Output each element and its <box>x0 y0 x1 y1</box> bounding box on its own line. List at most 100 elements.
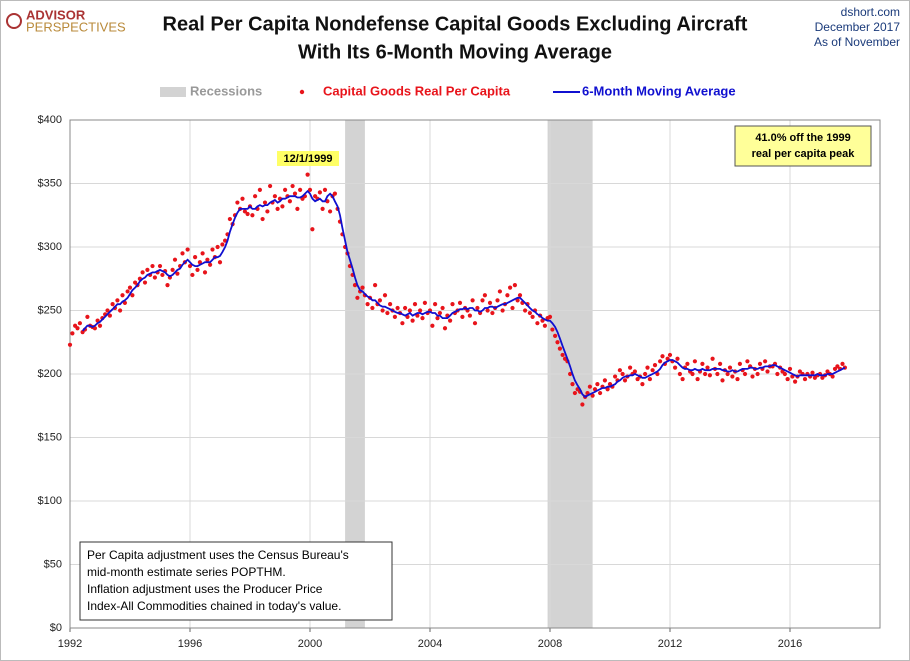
data-point <box>690 371 695 377</box>
data-point <box>360 285 365 290</box>
data-point <box>305 172 310 177</box>
source: dshort.com <box>841 5 900 19</box>
data-point <box>388 302 393 307</box>
y-tick-label: $150 <box>38 431 62 443</box>
data-point <box>310 227 315 232</box>
data-point <box>703 371 708 377</box>
data-point <box>280 204 285 209</box>
legend-swatch <box>299 89 305 95</box>
data-point <box>85 314 90 319</box>
data-point <box>457 300 463 305</box>
data-point <box>523 308 528 313</box>
data-point <box>645 365 650 370</box>
data-point <box>643 371 648 377</box>
line <box>81 189 846 399</box>
data-point <box>202 270 208 275</box>
data-point <box>547 314 553 319</box>
data-point <box>448 318 453 323</box>
data-point <box>208 262 213 267</box>
callout-box <box>734 125 872 167</box>
data-point <box>797 369 803 374</box>
data-point <box>720 378 725 383</box>
data-point <box>487 300 493 305</box>
x-tick-label: 2016 <box>778 638 802 650</box>
data-point <box>470 298 475 303</box>
data-point <box>220 242 225 247</box>
data-point <box>272 194 277 199</box>
data-point <box>570 382 575 387</box>
data-point <box>223 238 228 243</box>
data-point <box>370 305 375 311</box>
data-point <box>440 305 445 311</box>
y-tick-label: $100 <box>38 495 62 507</box>
data-point <box>485 308 490 313</box>
data-point <box>660 354 665 359</box>
data-point <box>385 310 390 316</box>
data-point <box>510 305 515 311</box>
data-point <box>422 300 427 305</box>
data-point <box>157 263 163 269</box>
data-point <box>418 308 423 313</box>
x-tick-label: 2000 <box>298 638 322 650</box>
data-point <box>190 272 195 278</box>
data-point <box>680 376 685 382</box>
data-point <box>647 376 653 382</box>
data-point <box>145 267 150 272</box>
data-point <box>675 356 680 361</box>
data-point <box>242 209 247 214</box>
data-point <box>652 363 658 368</box>
data-point <box>435 316 440 321</box>
data-point <box>517 293 523 298</box>
data-point <box>787 366 793 372</box>
data-point <box>480 298 485 303</box>
y-tick-label: $0 <box>50 622 62 634</box>
data-point <box>328 209 333 214</box>
data-point <box>430 323 435 328</box>
data-point <box>622 378 628 383</box>
data-point <box>107 313 112 318</box>
data-point <box>298 187 303 192</box>
data-point <box>598 390 603 396</box>
data-point <box>118 308 123 313</box>
data-point <box>542 323 548 328</box>
data-point <box>765 369 770 374</box>
logo-icon <box>6 13 22 29</box>
data-point <box>205 257 210 262</box>
x-tick-label: 2004 <box>418 638 442 650</box>
data-point <box>755 371 760 377</box>
data-point <box>160 272 165 278</box>
data-point <box>560 352 565 358</box>
x-tick-label: 1996 <box>178 638 202 650</box>
legend-label: 6-Month Moving Average <box>582 83 736 98</box>
data-point <box>557 346 563 351</box>
data-point <box>127 285 133 290</box>
data-point <box>590 393 595 398</box>
data-point <box>407 308 412 313</box>
data-point <box>727 365 733 370</box>
data-point <box>187 263 193 269</box>
data-point <box>602 378 608 383</box>
note-text: mid-month estimate series POPTHM. <box>87 565 286 579</box>
data-point <box>253 194 258 199</box>
data-point <box>555 340 560 345</box>
data-point <box>632 369 638 374</box>
data-point <box>140 270 145 275</box>
data-point <box>262 200 268 205</box>
data-point <box>365 302 370 307</box>
data-point <box>130 293 135 298</box>
data-point <box>628 365 633 370</box>
y-tick-label: $300 <box>38 241 62 253</box>
data-point <box>757 361 763 366</box>
plot-border <box>69 119 881 629</box>
data-point <box>352 283 358 288</box>
data-point <box>217 260 223 265</box>
data-point <box>355 295 360 300</box>
data-point <box>482 293 487 298</box>
callout-text: 41.0% off the 1999 <box>755 132 850 144</box>
data-point <box>373 283 378 288</box>
data-point <box>75 326 80 331</box>
note-box <box>79 541 393 621</box>
data-point <box>810 370 815 375</box>
data-point <box>707 373 713 378</box>
